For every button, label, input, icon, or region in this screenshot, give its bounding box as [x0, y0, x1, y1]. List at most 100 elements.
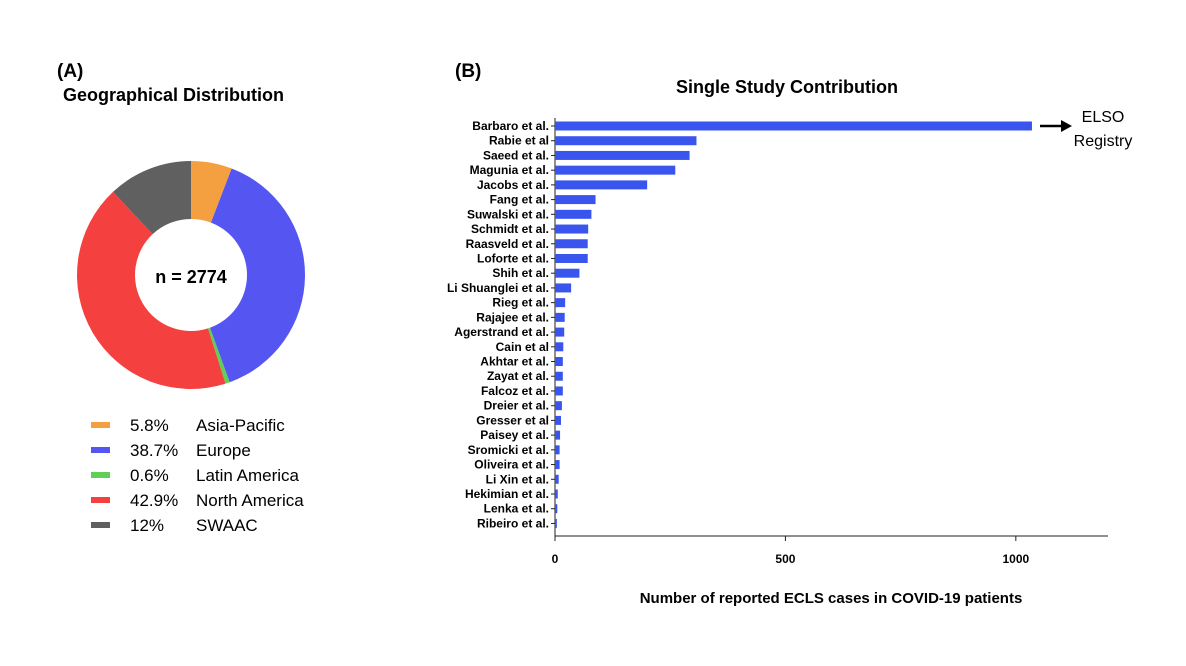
bar: [555, 474, 559, 484]
donut-center-label: n = 2774: [155, 267, 227, 287]
bar: [555, 121, 1032, 131]
donut-slices: [77, 161, 306, 389]
bar-row: Paisey et al.: [480, 428, 561, 442]
annotation-line-1: ELSO: [1082, 109, 1125, 126]
bar: [555, 283, 572, 293]
donut-slice-europe: [209, 168, 306, 383]
x-tick-label: 1000: [1002, 552, 1029, 566]
category-label: Magunia et al.: [470, 163, 549, 177]
bar-row: Li Xin et al.: [486, 472, 559, 486]
bar-row: Rieg et al.: [492, 296, 566, 310]
panel-b-label: (B): [455, 61, 481, 82]
bar: [555, 268, 580, 278]
bar: [555, 209, 592, 219]
bar-row: Raasveld et al.: [466, 237, 588, 251]
x-ticks: 0 500 1000: [552, 536, 1030, 566]
x-tick-label: 500: [775, 552, 795, 566]
bar-row: Suwalski et al.: [467, 207, 592, 221]
bar: [555, 312, 565, 322]
bar: [555, 518, 557, 528]
bar: [555, 371, 563, 381]
bar: [555, 342, 564, 352]
bar-row: Zayat et al.: [487, 369, 563, 383]
legend-item-swaac: 12% SWAAC: [91, 516, 258, 535]
category-label: Gresser et al: [476, 413, 549, 427]
bar-row: Oliveira et al.: [474, 458, 560, 472]
donut-slice-swaac: [112, 161, 191, 235]
legend-percent: 5.8%: [130, 416, 169, 435]
category-label: Suwalski et al.: [467, 207, 549, 221]
category-label: Schmidt et al.: [471, 222, 549, 236]
bar: [555, 504, 558, 514]
bar-row: Hekimian et al.: [465, 487, 558, 501]
elso-annotation: ELSO Registry: [1040, 109, 1132, 150]
category-label: Rieg et al.: [492, 296, 549, 310]
x-tick-label: 0: [552, 552, 559, 566]
legend-percent: 0.6%: [130, 466, 169, 485]
legend-percent: 12%: [130, 516, 164, 535]
bar: [555, 386, 563, 396]
category-label: Rabie et al: [489, 134, 549, 148]
bar-row: Gresser et al: [476, 413, 561, 427]
bar-row: Ribeiro et al.: [477, 516, 557, 530]
category-label: Li Shuanglei et al.: [447, 281, 549, 295]
legend-item-north-america: 42.9% North America: [91, 491, 304, 510]
bar-row: Saeed et al.: [483, 148, 690, 162]
category-label: Raasveld et al.: [466, 237, 549, 251]
bar-row: Cain et al: [496, 340, 564, 354]
panel-a-donut-chart: (A) Geographical Distribution n = 2774 5…: [57, 61, 306, 535]
category-label: Falcoz et al.: [481, 384, 549, 398]
legend-label: Latin America: [196, 466, 300, 485]
category-label: Dreier et al.: [484, 399, 549, 413]
bar-row: Akhtar et al.: [480, 355, 563, 369]
donut-slice-north-america: [77, 191, 226, 389]
x-axis-title: Number of reported ECLS cases in COVID-1…: [640, 590, 1023, 607]
bar-row: Sromicki et al.: [468, 443, 560, 457]
category-label: Rajajee et al.: [476, 310, 549, 324]
category-label: Fang et al.: [490, 193, 549, 207]
legend-item-asia-pacific: 5.8% Asia-Pacific: [91, 416, 285, 435]
category-label: Oliveira et al.: [474, 458, 549, 472]
bar: [555, 445, 560, 455]
bar-row: Rabie et al: [489, 134, 697, 148]
legend-swatch: [91, 497, 110, 503]
bar-row: Shih et al.: [492, 266, 580, 280]
bar-row: Barbaro et al.: [472, 119, 1032, 133]
category-label: Lenka et al.: [484, 502, 549, 516]
bar-row: Lenka et al.: [484, 502, 558, 516]
legend-percent: 38.7%: [130, 441, 178, 460]
bar-row: Rajajee et al.: [476, 310, 565, 324]
legend-item-europe: 38.7% Europe: [91, 441, 251, 460]
bar: [555, 401, 562, 411]
bar: [555, 415, 561, 425]
category-label: Cain et al: [496, 340, 549, 354]
donut-slice-asia-pacific: [191, 161, 232, 223]
panel-a-label: (A): [57, 61, 83, 82]
donut-legend: 5.8% Asia-Pacific 38.7% Europe 0.6% Latin Ame…: [91, 416, 304, 535]
legend-label: Asia-Pacific: [196, 416, 285, 435]
bar: [555, 195, 596, 205]
bar-row: Li Shuanglei et al.: [447, 281, 572, 295]
bar: [555, 489, 558, 499]
bar: [555, 150, 690, 160]
category-label: Agerstrand et al.: [454, 325, 549, 339]
category-label: Paisey et al.: [480, 428, 549, 442]
legend-swatch: [91, 472, 110, 478]
donut-slice-latin-america: [207, 327, 230, 384]
bar: [555, 298, 566, 308]
bar: [555, 224, 589, 234]
bar-row: Jacobs et al.: [477, 178, 648, 192]
category-label: Barbaro et al.: [472, 119, 549, 133]
bar: [555, 357, 563, 367]
category-label: Saeed et al.: [483, 148, 549, 162]
panel-a-title: Geographical Distribution: [63, 85, 284, 105]
bar-row: Falcoz et al.: [481, 384, 563, 398]
bar: [555, 180, 648, 190]
legend-swatch: [91, 422, 110, 428]
panel-b-title: Single Study Contribution: [676, 77, 898, 97]
bar: [555, 136, 697, 146]
category-label: Shih et al.: [492, 266, 549, 280]
legend-item-latin-america: 0.6% Latin America: [91, 466, 300, 485]
